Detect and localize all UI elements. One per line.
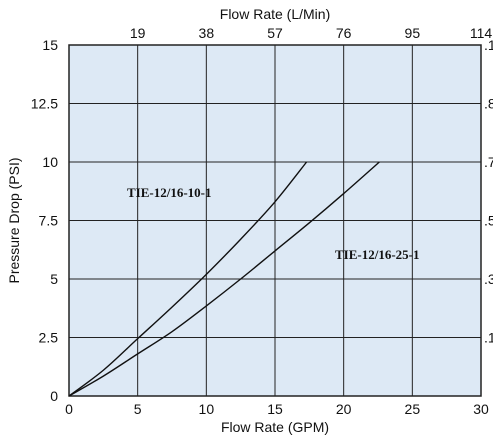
series-line-0 [68,161,308,397]
y-tick-label: 10 [42,154,58,170]
x-tick-label: 25 [405,401,421,417]
x2-tick-label: 57 [267,25,283,41]
y-tick-label: 5 [50,271,58,287]
y-axis-title: Pressure Drop (PSI) [6,157,22,283]
series-line-1 [68,161,380,397]
y-tick-label: 7.5 [39,213,59,229]
y-tick-label: 12.5 [31,96,58,112]
x-tick-label: 5 [134,401,142,417]
series-label-25-1: TIE-12/16-25-1 [335,247,420,262]
x2-tick-label: 95 [405,25,421,41]
x2-tick-label: 19 [130,25,146,41]
x-tick-label: 0 [65,401,73,417]
grid-lines [69,45,481,396]
y-tick-label: 15 [42,37,58,53]
tick-labels: 0 5 10 15 20 25 30 0 2.5 5 7.5 10 12.5 15 19 38 57 76 95 11… [31,25,493,417]
y2-tick-label: .8 [484,96,493,112]
x-tick-label: 10 [199,401,215,417]
x-tick-label: 15 [267,401,283,417]
series-curves [68,161,380,397]
y-tick-label: 2.5 [39,330,59,346]
x2-axis-title: Flow Rate (L/Min) [220,6,330,22]
series-label-10-1: TIE-12/16-10-1 [127,185,212,200]
y2-tick-label: .1 [484,330,493,346]
x-tick-label: 30 [473,401,489,417]
x-axis-title: Flow Rate (GPM) [221,419,329,435]
x2-tick-label: 114 [470,25,493,41]
y-tick-label: 0 [50,388,58,404]
y2-tick-label: .1 [484,37,493,53]
x2-tick-label: 38 [199,25,215,41]
x2-tick-label: 76 [336,25,352,41]
y2-tick-label: .3 [484,271,493,287]
y2-tick-label: .7 [484,154,493,170]
y2-tick-label: .5 [484,213,493,229]
x-tick-label: 20 [336,401,352,417]
